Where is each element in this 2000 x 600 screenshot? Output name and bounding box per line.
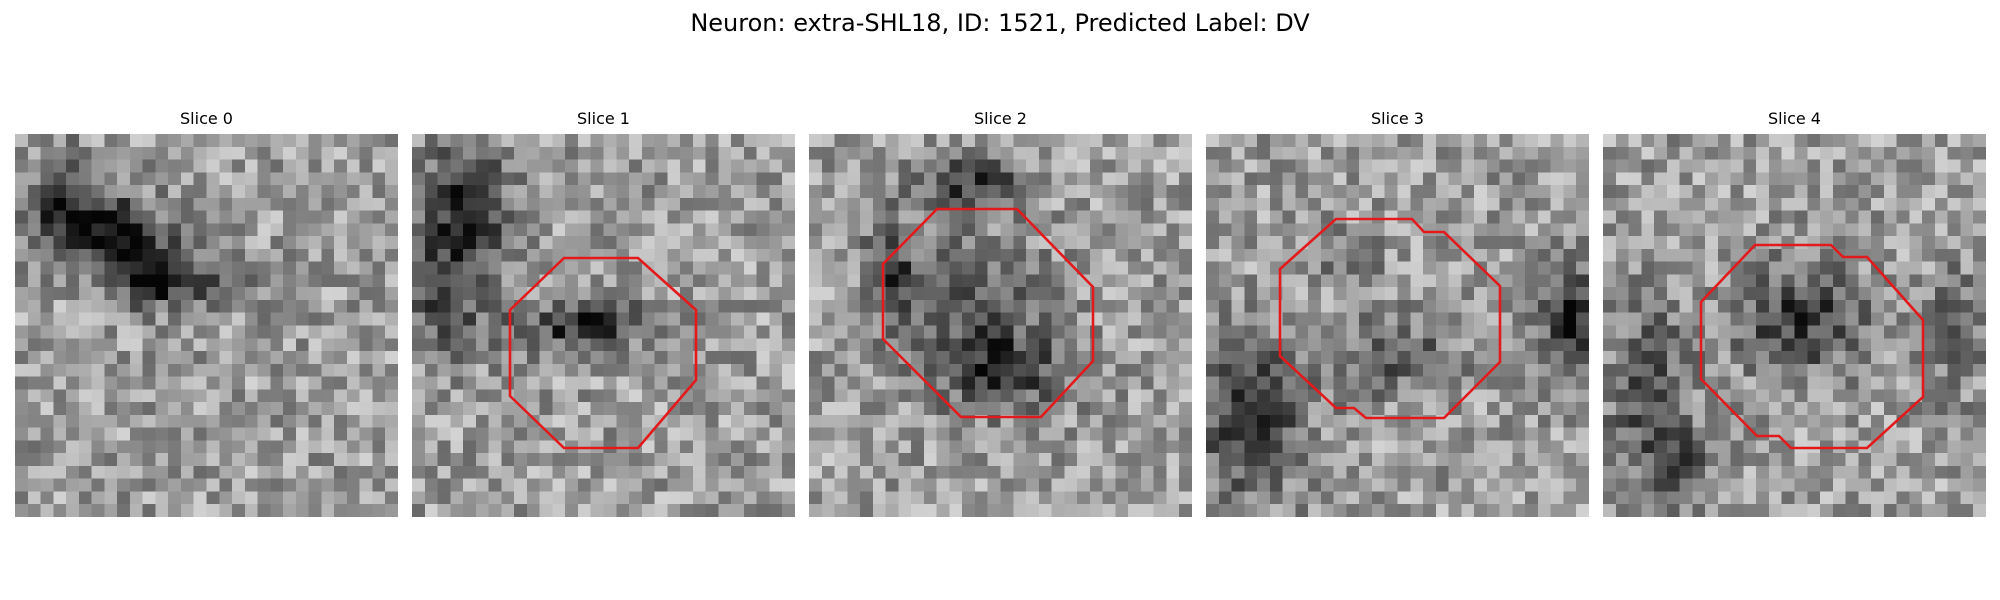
slice-title-0: Slice 0 — [180, 109, 233, 128]
roi-outline-3 — [1278, 217, 1502, 420]
slice-title-2: Slice 2 — [974, 109, 1027, 128]
roi-overlay-1 — [508, 256, 698, 450]
roi-overlay-4 — [1699, 243, 1925, 450]
slice-image-4 — [1603, 134, 1986, 517]
microscopy-slice-2 — [809, 134, 1192, 517]
microscopy-slice-3 — [1206, 134, 1589, 517]
roi-overlay-2 — [881, 207, 1095, 419]
slice-title-3: Slice 3 — [1371, 109, 1424, 128]
roi-outline-4 — [1699, 243, 1925, 450]
figure-title: Neuron: extra-SHL18, ID: 1521, Predicted… — [690, 9, 1310, 37]
microscopy-slice-0 — [15, 134, 398, 517]
slice-title-4: Slice 4 — [1768, 109, 1821, 128]
slice-panel-4: Slice 4 — [1603, 108, 1986, 517]
roi-outline-1 — [508, 256, 698, 450]
slice-panel-2: Slice 2 — [809, 108, 1192, 517]
slice-image-2 — [809, 134, 1192, 517]
roi-overlay-3 — [1278, 217, 1502, 420]
slice-panel-1: Slice 1 — [412, 108, 795, 517]
microscopy-slice-1 — [412, 134, 795, 517]
slice-panel-0: Slice 0 — [15, 108, 398, 517]
roi-outline-2 — [881, 207, 1095, 419]
slice-title-1: Slice 1 — [577, 109, 630, 128]
slice-image-3 — [1206, 134, 1589, 517]
slice-image-1 — [412, 134, 795, 517]
slice-panel-3: Slice 3 — [1206, 108, 1589, 517]
slice-image-0 — [15, 134, 398, 517]
